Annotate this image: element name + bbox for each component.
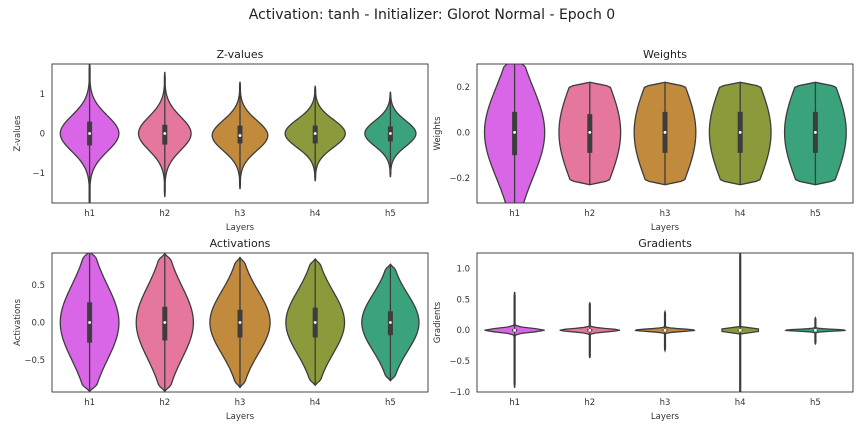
y-tick-label: −1 <box>32 169 45 179</box>
x-axis-label: Layers <box>226 223 255 233</box>
median-dot-h1 <box>513 328 516 332</box>
x-tick-label: h1 <box>509 209 520 219</box>
x-axis-label: Layers <box>226 412 255 422</box>
median-dot-h5 <box>389 132 392 135</box>
subplot-3: Gradients h1 h2 h3 h4 h5 Layers −1.0 −0.5 0.0 0.5 1… <box>433 237 854 422</box>
median-dot-h1 <box>513 130 516 134</box>
y-tick-label: 0.0 <box>31 319 45 329</box>
x-axis-label: Layers <box>651 412 680 422</box>
x-tick-label: h4 <box>735 398 746 408</box>
median-dot-h5 <box>389 321 392 324</box>
subplot-0: Z-values h1 h2 h3 h4 h5 Layers −1 0 1 Z-values <box>13 48 429 233</box>
x-tick-label: h2 <box>159 398 170 408</box>
y-tick-label: 0.0 <box>456 326 470 336</box>
x-tick-label: h5 <box>810 209 821 219</box>
median-dot-h2 <box>163 132 167 135</box>
subplot-title: Activations <box>210 237 271 250</box>
x-tick-label: h1 <box>84 209 95 219</box>
median-dot-h2 <box>163 321 167 324</box>
median-dot-h2 <box>588 130 592 134</box>
y-tick-label: 0 <box>40 130 45 140</box>
median-dot-h5 <box>814 130 817 134</box>
y-tick-label: 0.0 <box>456 128 470 138</box>
x-tick-label: h5 <box>810 398 821 408</box>
median-dot-h4 <box>738 328 742 332</box>
y-tick-label: 0.2 <box>456 83 470 93</box>
subplot-title: Z-values <box>217 48 264 61</box>
x-tick-label: h2 <box>584 209 595 219</box>
y-tick-label: 0.5 <box>31 281 45 291</box>
subplot-2: Activations h1 h2 h3 h4 h5 Layers −0.5 0.0 0.5 Act… <box>13 237 429 422</box>
median-dot-h5 <box>814 328 817 332</box>
subplot-1: Weights h1 h2 h3 h4 h5 Layers −0.2 0.0 0.2 Weights <box>433 48 854 233</box>
y-tick-label: 1.0 <box>456 264 470 274</box>
figure-title: Activation: tanh - Initializer: Glorot N… <box>248 7 616 23</box>
y-tick-label: 1 <box>40 90 45 100</box>
median-dot-h3 <box>238 134 242 137</box>
subplot-title: Weights <box>643 48 687 61</box>
y-axis-label: Weights <box>433 116 443 151</box>
median-dot-h3 <box>663 130 667 134</box>
x-tick-label: h3 <box>235 398 246 408</box>
x-tick-label: h3 <box>235 209 246 219</box>
violins <box>59 64 417 203</box>
x-tick-label: h2 <box>584 398 595 408</box>
x-axis-label: Layers <box>651 223 680 233</box>
axes-frame <box>51 252 429 393</box>
axes-frame <box>476 252 854 393</box>
x-tick-label: h5 <box>385 398 396 408</box>
y-tick-label: 0.5 <box>456 295 470 305</box>
violins <box>483 64 847 203</box>
median-dot-h4 <box>738 130 742 134</box>
x-tick-label: h2 <box>159 209 170 219</box>
x-tick-label: h3 <box>660 209 671 219</box>
median-dot-h1 <box>88 321 91 324</box>
subplot-title: Gradients <box>638 237 692 250</box>
median-dot-h3 <box>238 321 242 324</box>
x-tick-label: h1 <box>84 398 95 408</box>
violins <box>484 253 847 392</box>
x-tick-label: h1 <box>509 398 520 408</box>
median-dot-h3 <box>663 328 667 332</box>
x-tick-label: h4 <box>310 209 321 219</box>
y-axis-label: Z-values <box>13 115 23 152</box>
y-axis-label: Gradients <box>433 301 443 343</box>
x-tick-label: h4 <box>735 209 746 219</box>
x-tick-label: h5 <box>385 209 396 219</box>
violins <box>59 253 420 392</box>
x-tick-label: h4 <box>310 398 321 408</box>
median-dot-h4 <box>313 321 317 324</box>
axes-frame <box>476 63 854 204</box>
y-tick-label: −0.5 <box>449 357 470 367</box>
y-axis-label: Activations <box>13 298 23 346</box>
median-dot-h2 <box>588 328 592 332</box>
y-tick-label: −0.5 <box>24 356 45 366</box>
median-dot-h4 <box>313 132 317 135</box>
axes-frame <box>51 63 429 204</box>
x-tick-label: h3 <box>660 398 671 408</box>
y-tick-label: −0.2 <box>449 174 470 184</box>
y-tick-label: −1.0 <box>449 388 470 398</box>
median-dot-h1 <box>88 132 91 135</box>
